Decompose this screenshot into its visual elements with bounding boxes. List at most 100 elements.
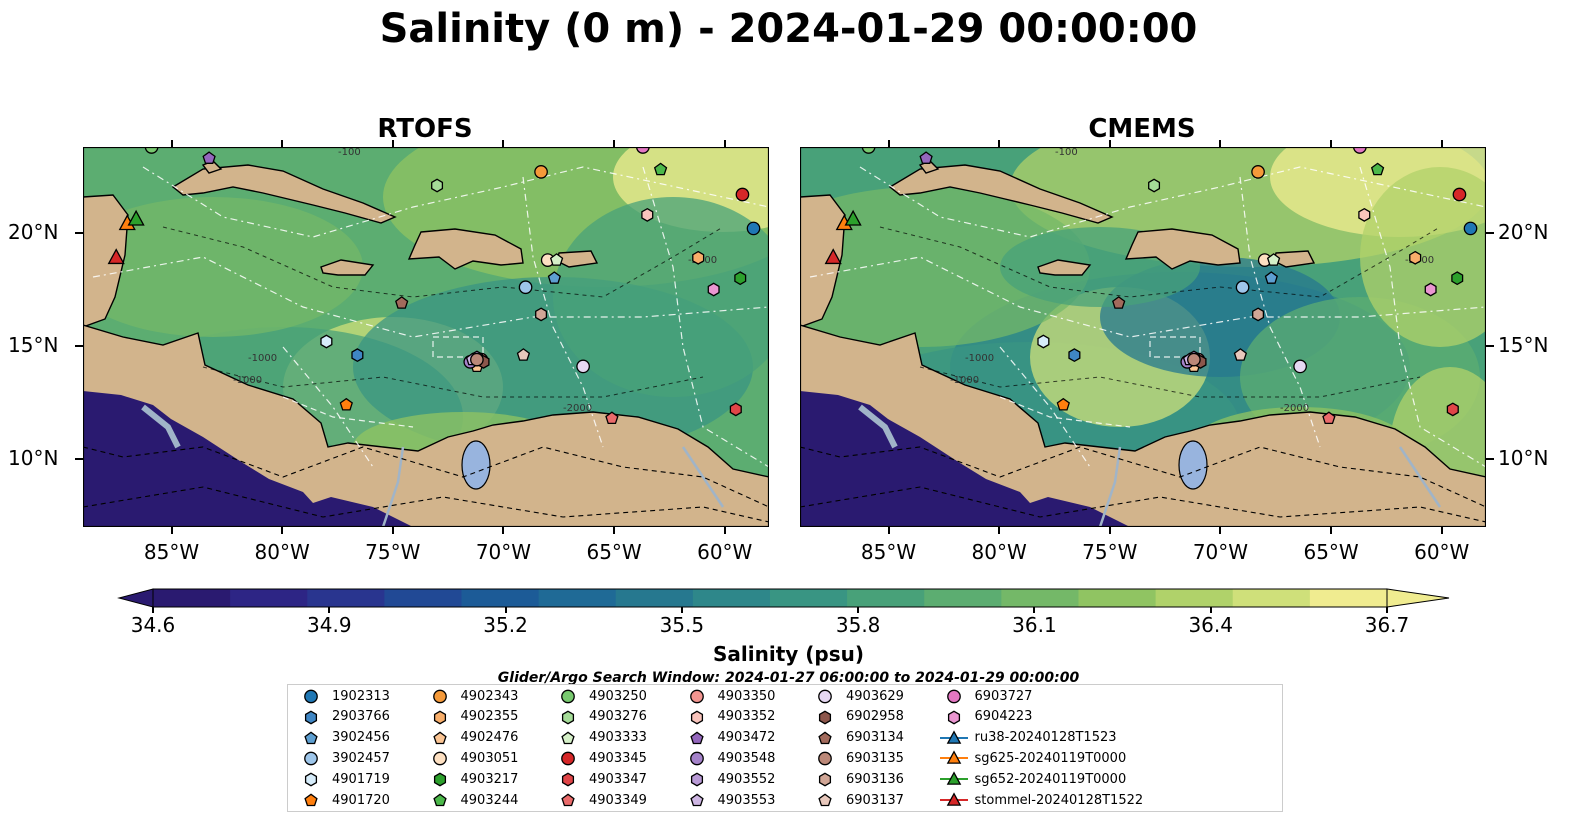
legend-marker-ru38-20240128T1523 (946, 729, 961, 744)
colorbar-tick-mark (1209, 607, 1212, 613)
land-cuba (171, 164, 397, 224)
legend-marker (304, 689, 318, 704)
float-marker-6903137 (516, 348, 531, 361)
legend-marker (689, 793, 704, 807)
legend-item: 6902958 (810, 707, 904, 727)
colorbar-segment (384, 589, 463, 607)
legend-item: 4901720 (296, 790, 390, 810)
colorbar-segment (230, 589, 308, 607)
colorbar-tick-label: 34.9 (307, 613, 352, 637)
y-tick-mark (75, 345, 83, 348)
float-marker-6903727 (636, 147, 650, 154)
legend-marker (689, 752, 704, 766)
legend-label: 4903548 (717, 750, 776, 766)
legend-label: sg652-20240119T0000 (974, 771, 1127, 787)
legend-label: 4902355 (460, 709, 519, 725)
legend-item: 4903472 (682, 728, 775, 748)
float-marker-6903134 (395, 296, 409, 309)
legend-marker-sg625-20240119T0000 (946, 750, 961, 765)
legend-marker (304, 710, 318, 725)
x-tick-mark (887, 527, 890, 534)
float-marker-4901719 (1037, 334, 1050, 349)
float-marker-4903217 (734, 271, 747, 286)
colorbar-tick-label: 35.8 (835, 613, 881, 637)
legend-marker (939, 792, 968, 806)
legend-item: 4902476 (425, 728, 518, 748)
legend-marker (304, 772, 318, 787)
legend-label: 6903135 (846, 750, 904, 766)
float-marker-4903276 (431, 178, 444, 193)
legend-item: 6904223 (939, 707, 1032, 727)
legend-label: 4903051 (460, 750, 519, 766)
legend-label: 3902457 (332, 750, 390, 766)
legend-label: 6903134 (846, 730, 904, 746)
x-tick-label: 75°W (365, 540, 421, 564)
float-marker-4902355 (1409, 250, 1422, 265)
x-tick-label: 65°W (586, 540, 642, 564)
legend-marker (818, 752, 832, 766)
legend-marker-6903137 (818, 793, 832, 807)
land-jamaica (1037, 259, 1092, 276)
x-tick-mark (1330, 140, 1333, 147)
legend-marker (818, 689, 832, 704)
contour-label: -1000 (248, 353, 277, 364)
legend-item: 4903349 (553, 790, 647, 810)
float-marker-4903349 (1322, 411, 1336, 425)
colorbar-tick-label: 34.6 (130, 613, 176, 637)
legend-marker-4903548 (689, 752, 704, 766)
legend-marker (818, 710, 832, 725)
contour-label: -1000 (950, 375, 979, 386)
float-marker-4903244 (653, 162, 668, 176)
glider-marker-sg652-20240119T0000 (844, 209, 862, 226)
legend-marker (432, 752, 447, 766)
float-marker-4903276 (1148, 178, 1161, 193)
contour-label: -2000 (563, 403, 592, 414)
legend-item: 4902343 (425, 686, 518, 706)
legend-marker-4903244 (432, 793, 447, 807)
legend-item: stommel-20240128T1522 (939, 790, 1143, 810)
x-tick-mark (723, 527, 726, 534)
legend-item: 3902456 (296, 728, 390, 748)
float-marker-4903250 (861, 147, 876, 154)
colorbar-segment (461, 589, 540, 607)
legend-label: 6903727 (974, 688, 1033, 704)
colorbar-tick-label: 35.2 (483, 613, 528, 637)
float-marker-6903136 (1252, 307, 1265, 322)
float-marker-4901719 (320, 334, 333, 349)
glider-marker-stommel-20240128T1522 (824, 248, 842, 265)
float-marker-6903136 (535, 307, 548, 322)
colorbar-segment (153, 589, 231, 607)
legend-item: 4903629 (810, 686, 904, 706)
legend-label: 4903629 (846, 688, 904, 704)
x-tick-label: 80°W (254, 540, 310, 564)
legend-marker (689, 731, 704, 744)
legend-label: ru38-20240128T1523 (974, 730, 1117, 746)
legend-marker-4903553 (689, 793, 704, 807)
legend-item: 4902355 (425, 707, 519, 727)
float-marker-4903352 (641, 207, 654, 222)
legend-label: 4903250 (589, 688, 647, 704)
legend-label: 4903350 (717, 688, 776, 704)
figure-title: Salinity (0 m) - 2024-01-29 00:00:00 (379, 6, 1198, 52)
legend-label: 4903276 (589, 709, 647, 725)
legend-marker-6903134 (818, 731, 832, 744)
colorbar-segment (770, 589, 848, 607)
x-tick-mark (613, 140, 616, 147)
legend-label: 4903333 (589, 730, 647, 746)
legend-marker-4903345 (561, 752, 575, 766)
x-tick-label: 70°W (475, 540, 532, 564)
float-marker-4901720 (339, 397, 353, 411)
colorbar-tick-mark (504, 607, 507, 613)
float-marker-4903347 (729, 402, 742, 417)
legend-marker-4903333 (561, 731, 575, 744)
legend-item: 4903548 (682, 748, 776, 768)
y-tick-label-left: 15°N (8, 333, 59, 358)
float-marker-4902343 (1251, 165, 1265, 179)
x-tick-mark (613, 527, 616, 534)
float-marker-4903250 (144, 147, 159, 154)
float-marker-4903345 (735, 187, 750, 202)
legend-marker-4903217 (433, 772, 446, 787)
legend-item: 6903135 (810, 748, 904, 768)
map-panel-rtofs: -100-1000-2000-1000-2000 (83, 147, 769, 527)
legend: 1902313 2903766 3902456 3902457 4901719 49017… (287, 684, 1283, 812)
